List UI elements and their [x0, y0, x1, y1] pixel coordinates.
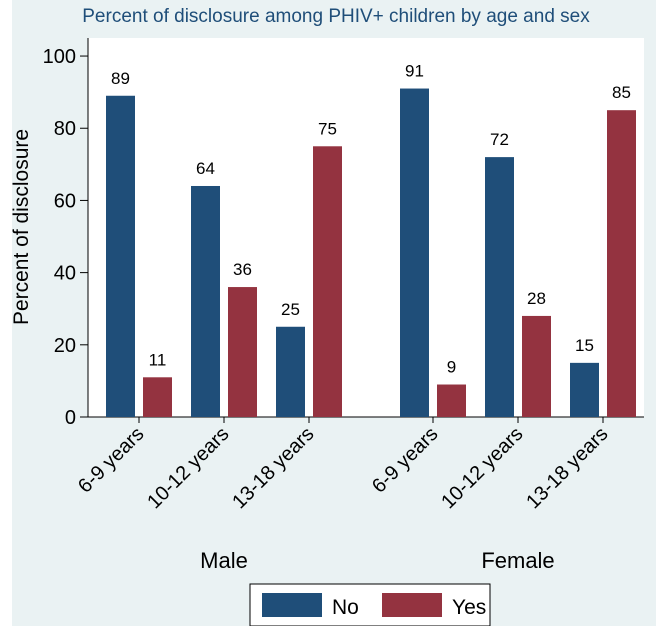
legend-label-yes: Yes	[452, 596, 486, 619]
y-tick-label: 40	[54, 263, 76, 285]
legend: No Yes	[249, 583, 491, 627]
chart-title: Percent of disclosure among PHIV+ childr…	[82, 6, 590, 27]
y-tick-label: 60	[54, 190, 76, 212]
bar-yes	[437, 384, 466, 417]
y-axis-label: Percent of disclosure	[10, 129, 33, 325]
bar-no	[400, 88, 429, 418]
bar-yes	[607, 110, 636, 417]
legend-swatch-yes	[382, 593, 442, 617]
y-axis-ticks: 0 20 40 60 80 100	[43, 46, 88, 429]
bar-yes	[228, 287, 257, 417]
legend-swatch-no	[262, 593, 322, 617]
bar-no	[276, 326, 305, 417]
group-label: Female	[481, 548, 554, 573]
group-labels: Male Female	[200, 548, 555, 573]
data-label: 36	[233, 260, 252, 279]
legend-label-no: No	[332, 596, 359, 619]
data-label: 72	[490, 130, 509, 149]
data-label: 64	[196, 159, 215, 178]
y-tick-label: 100	[43, 46, 76, 68]
group-label: Male	[200, 548, 248, 573]
y-tick-label: 80	[54, 118, 76, 140]
data-label: 11	[149, 350, 167, 369]
y-tick-label: 20	[54, 335, 76, 357]
bar-no	[570, 362, 599, 417]
data-label: 15	[575, 336, 594, 355]
bar-marks: 89 11 64 36 25 75 91 9 72 28 15 85	[106, 62, 636, 418]
y-tick-label: 0	[65, 407, 76, 429]
bar-no	[106, 95, 135, 417]
data-label: 89	[111, 69, 130, 88]
bar-no	[191, 185, 220, 417]
plot-area	[88, 38, 644, 417]
data-label: 91	[405, 62, 424, 81]
bar-yes	[522, 315, 551, 417]
data-label: 85	[612, 83, 631, 102]
data-label: 9	[447, 358, 456, 377]
bar-yes	[143, 377, 172, 417]
data-label: 28	[527, 289, 546, 308]
data-label: 75	[318, 119, 337, 138]
data-label: 25	[281, 300, 300, 319]
bar-no	[485, 157, 514, 417]
bar-yes	[313, 146, 342, 418]
